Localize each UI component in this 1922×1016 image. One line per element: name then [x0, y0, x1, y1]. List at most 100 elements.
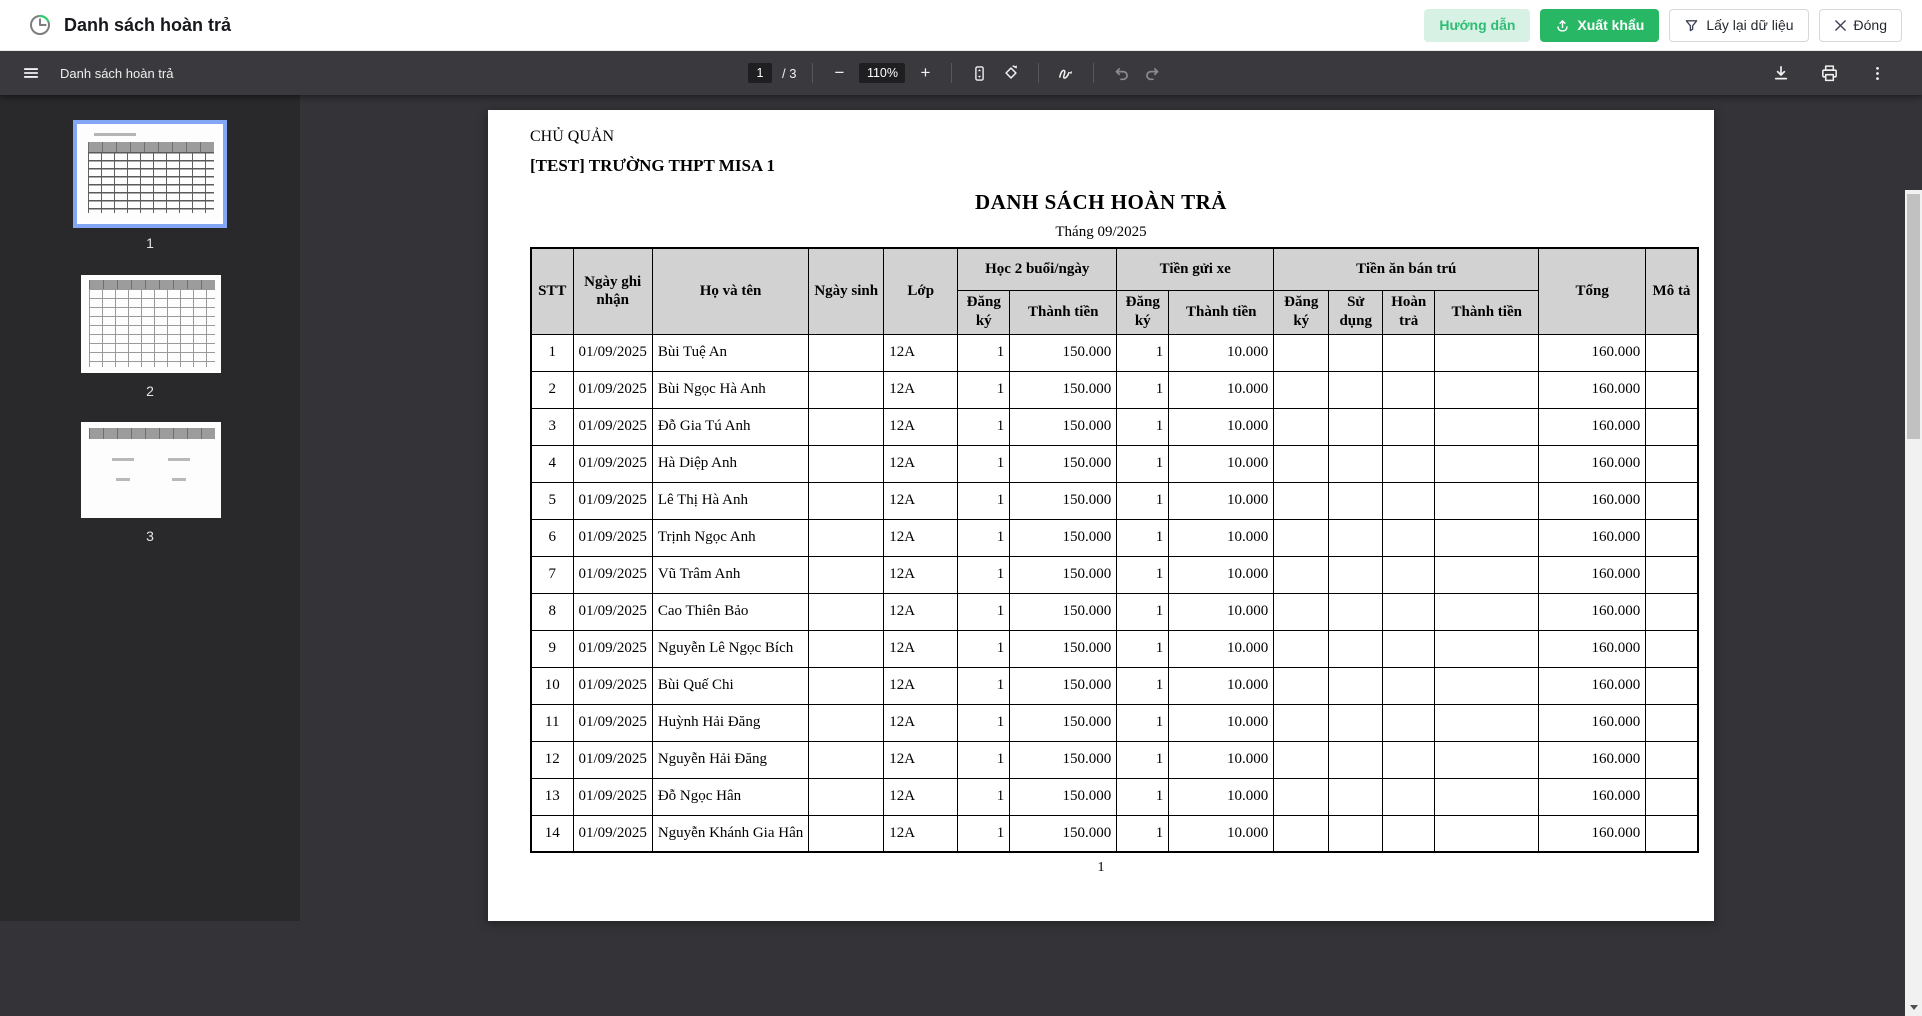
page-number-input[interactable]: 1 — [748, 63, 772, 83]
table-cell: 1 — [1116, 555, 1170, 594]
table-cell: 160.000 — [1538, 481, 1647, 520]
table-cell — [808, 703, 885, 742]
table-cell — [1645, 629, 1699, 668]
thumb-table-header — [89, 427, 216, 440]
more-options-icon[interactable] — [1866, 62, 1888, 84]
thumbnail-page-3[interactable] — [81, 422, 221, 518]
thumbnail-label-3: 3 — [146, 528, 154, 544]
table-row: 8 01/09/2025 Cao Thiên Bảo 12A 1 150.000 1 10.0… — [530, 592, 1699, 631]
close-button[interactable]: Đóng — [1818, 8, 1902, 42]
table-row: 10 01/09/2025 Bùi Quế Chi 12A 1 150.000 1 10.00… — [530, 666, 1699, 705]
table-cell — [1273, 370, 1330, 409]
rotate-icon[interactable] — [1000, 62, 1022, 84]
table-cell — [808, 444, 885, 483]
table-cell: 01/09/2025 — [572, 518, 653, 557]
table-cell — [808, 814, 885, 853]
table-cell — [808, 555, 885, 594]
table-cell: 150.000 — [1009, 777, 1118, 816]
table-cell: 10.000 — [1168, 777, 1275, 816]
table-cell — [1434, 444, 1540, 483]
table-cell: 150.000 — [1009, 444, 1118, 483]
table-cell: 10.000 — [1168, 444, 1275, 483]
table-cell: 12A — [883, 592, 959, 631]
export-button[interactable]: Xuất khẩu — [1540, 8, 1660, 42]
close-button-label: Đóng — [1853, 17, 1887, 33]
table-cell: 150.000 — [1009, 629, 1118, 668]
zoom-level-input[interactable]: 110% — [859, 63, 906, 83]
table-cell: 150.000 — [1009, 555, 1118, 594]
table-cell: 12A — [883, 703, 959, 742]
table-cell: 160.000 — [1538, 777, 1647, 816]
table-cell: 12A — [883, 814, 959, 853]
table-cell: 11 — [530, 703, 574, 742]
fit-page-icon[interactable] — [968, 62, 990, 84]
table-cell: 150.000 — [1009, 740, 1118, 779]
table-cell — [1645, 333, 1699, 372]
table-cell: 12A — [883, 777, 959, 816]
download-icon[interactable] — [1770, 62, 1792, 84]
col-header-register: Đăng ký — [1273, 289, 1330, 335]
table-cell: 01/09/2025 — [572, 370, 653, 409]
table-cell: 150.000 — [1009, 407, 1118, 446]
table-cell — [1434, 629, 1540, 668]
table-row: 1 01/09/2025 Bùi Tuệ An 12A 1 150.000 1 10.000 1… — [530, 333, 1699, 372]
table-row: 4 01/09/2025 Hà Diệp Anh 12A 1 150.000 1 10.000… — [530, 444, 1699, 483]
scrollbar-down-arrow-icon[interactable] — [1905, 999, 1922, 1016]
table-cell — [1328, 666, 1384, 705]
table-cell: Vũ Trâm Anh — [651, 555, 810, 594]
page-count-label: / 3 — [782, 65, 797, 81]
table-cell — [1645, 666, 1699, 705]
table-cell — [1434, 370, 1540, 409]
vertical-scrollbar[interactable] — [1905, 190, 1922, 1016]
table-row: 6 01/09/2025 Trịnh Ngọc Anh 12A 1 150.000 1 10.… — [530, 518, 1699, 557]
undo-icon[interactable] — [1110, 62, 1132, 84]
thumbnail-label-2: 2 — [146, 383, 154, 399]
table-cell — [1434, 777, 1540, 816]
table-cell: 150.000 — [1009, 333, 1118, 372]
zoom-out-button[interactable]: − — [834, 63, 845, 82]
table-cell: 1 — [957, 333, 1011, 372]
table-cell: 150.000 — [1009, 814, 1118, 853]
table-cell: 1 — [1116, 407, 1170, 446]
table-cell — [1645, 777, 1699, 816]
table-cell: 01/09/2025 — [572, 444, 653, 483]
zoom-in-button[interactable]: + — [920, 63, 931, 82]
table-cell — [1382, 407, 1436, 446]
table-cell: Nguyễn Lê Ngọc Bích — [651, 629, 810, 668]
thumbnail-page-2[interactable] — [81, 275, 221, 373]
thumbnail-page-1[interactable] — [73, 120, 227, 228]
table-cell: 150.000 — [1009, 518, 1118, 557]
table-cell — [1382, 444, 1436, 483]
guide-button[interactable]: Hướng dẫn — [1424, 8, 1531, 42]
menu-icon[interactable] — [20, 62, 42, 84]
reload-data-button[interactable]: Lấy lại dữ liệu — [1669, 8, 1809, 42]
col-header-record-date: Ngày ghi nhận — [572, 247, 653, 335]
table-cell: Huỳnh Hải Đăng — [651, 703, 810, 742]
table-cell — [1328, 407, 1384, 446]
table-cell: 2 — [530, 370, 574, 409]
table-cell: 6 — [530, 518, 574, 557]
draw-annotate-icon[interactable] — [1055, 62, 1077, 84]
table-cell — [1382, 370, 1436, 409]
table-cell: 1 — [1116, 481, 1170, 520]
table-cell: 10.000 — [1168, 555, 1275, 594]
table-cell: 8 — [530, 592, 574, 631]
table-cell — [1382, 333, 1436, 372]
table-cell: 01/09/2025 — [572, 777, 653, 816]
col-header-total: Tổng — [1538, 247, 1647, 335]
table-cell — [1382, 481, 1436, 520]
redo-icon[interactable] — [1142, 62, 1164, 84]
table-cell: 10.000 — [1168, 370, 1275, 409]
scrollbar-thumb[interactable] — [1907, 194, 1920, 439]
thumb-text-line — [172, 477, 186, 481]
table-cell — [808, 629, 885, 668]
table-cell: 01/09/2025 — [572, 629, 653, 668]
table-cell — [1382, 777, 1436, 816]
table-cell — [1382, 703, 1436, 742]
table-cell — [1273, 333, 1330, 372]
pdf-page: CHỦ QUẢN [TEST] TRƯỜNG THPT MISA 1 DANH … — [488, 110, 1714, 921]
table-cell — [1273, 518, 1330, 557]
print-icon[interactable] — [1818, 62, 1840, 84]
table-cell — [1645, 740, 1699, 779]
table-cell — [1434, 740, 1540, 779]
